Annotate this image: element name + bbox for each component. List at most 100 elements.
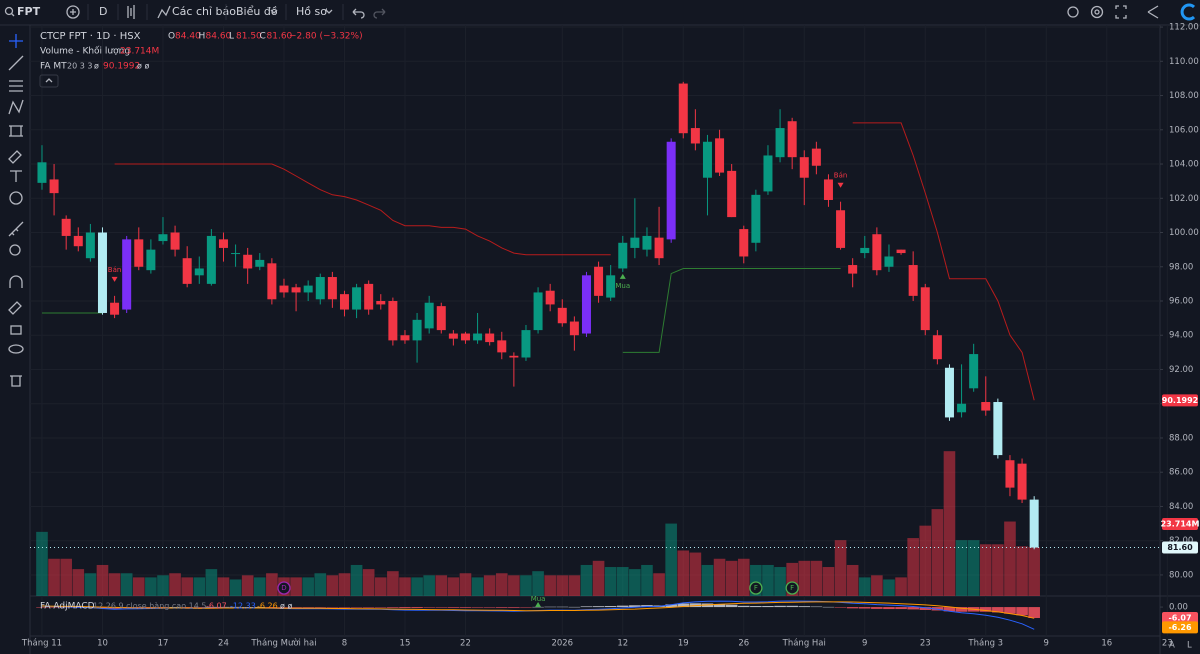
- symbol[interactable]: FPT: [17, 5, 41, 18]
- fullscreen[interactable]: [1115, 5, 1127, 19]
- macd-histogram-bar: [145, 607, 157, 608]
- candle-body: [690, 128, 700, 144]
- zoom-tool[interactable]: [9, 244, 21, 256]
- candle-body: [823, 179, 833, 200]
- add-symbol[interactable]: [66, 5, 80, 19]
- candle-body: [303, 285, 313, 293]
- fib-tool[interactable]: [9, 80, 23, 92]
- screenshot-search[interactable]: [1067, 6, 1079, 18]
- candle-body: [799, 157, 809, 178]
- candle-body: [642, 235, 652, 250]
- legend: CTCP FPT · 1D · HSX Volume - Khối lượng …: [39, 31, 363, 612]
- candle-body: [170, 232, 180, 250]
- macd-params: 12 26 9 close hàng cao 14 5: [93, 602, 206, 611]
- volume-bar: [798, 560, 811, 596]
- log-scale[interactable]: L: [1187, 641, 1192, 651]
- settings[interactable]: [1090, 5, 1104, 19]
- event-marker[interactable]: [749, 581, 763, 595]
- hide-tool[interactable]: [8, 344, 24, 354]
- top-toolbar: FPT D Các chỉ báo Biểu đồ Hồ sơ: [0, 3, 1200, 26]
- stop-tag-bg: [1162, 394, 1198, 407]
- x-tick-label: Tháng Mười hai: [250, 638, 316, 649]
- pattern-tool[interactable]: [8, 99, 24, 115]
- volume-bar: [423, 575, 435, 596]
- macd-histogram-bar: [302, 607, 314, 608]
- crosshair-tool[interactable]: [9, 34, 23, 48]
- candle-body: [194, 268, 204, 276]
- x-tick-label: 23: [1162, 639, 1173, 649]
- macd-histogram-bar: [108, 607, 121, 609]
- interval[interactable]: D: [99, 5, 107, 18]
- volume-bar: [532, 571, 544, 596]
- candle-body: [1005, 460, 1015, 488]
- stop-line-upper: [114, 122, 1035, 401]
- logo[interactable]: [1180, 3, 1196, 21]
- lock-tool[interactable]: [10, 325, 22, 335]
- macd-histogram-bar: [326, 607, 339, 608]
- collapse-icon: [45, 78, 53, 83]
- indicator-name: FA MT: [40, 62, 67, 72]
- collapse-legend[interactable]: [39, 74, 59, 88]
- chart-menu[interactable]: Biểu đồ: [236, 5, 278, 18]
- candle-body: [73, 235, 83, 247]
- candle-body: [352, 287, 362, 310]
- macd-histogram-bar: [798, 606, 811, 608]
- profile-menu[interactable]: Hồ sơ: [296, 5, 327, 18]
- chart-style[interactable]: [127, 5, 135, 19]
- auto-scale[interactable]: A: [1169, 641, 1175, 651]
- indicator-trailing: ø ø: [137, 62, 149, 71]
- candle-body: [981, 402, 991, 411]
- macd-histogram-bar: [253, 607, 266, 608]
- chart-title: CTCP FPT · 1D · HSX: [40, 31, 141, 42]
- indicator-symbol: ø: [94, 62, 99, 71]
- volume-tag-bg: [1162, 517, 1198, 530]
- macd-histogram-bar: [266, 607, 278, 608]
- candle-body: [811, 148, 821, 166]
- magnet-tool[interactable]: [9, 275, 23, 288]
- volume-bar: [701, 564, 714, 596]
- candle-body: [715, 138, 725, 173]
- candle-body: [896, 249, 906, 254]
- macd-histogram-bar: [1028, 607, 1040, 618]
- buy-label: Mua: [615, 282, 630, 290]
- delete-tool[interactable]: [10, 375, 22, 387]
- search-icon: [11, 13, 15, 17]
- text-tool[interactable]: [10, 170, 22, 182]
- candle-body: [327, 277, 337, 300]
- macd-name: FA AdjMACD: [40, 602, 95, 612]
- brush-tool[interactable]: [8, 150, 22, 164]
- redo[interactable]: [373, 8, 386, 19]
- ruler-tool[interactable]: [8, 221, 24, 237]
- volume-bar: [120, 573, 133, 596]
- candle-body: [884, 256, 894, 267]
- projection-tool[interactable]: [9, 125, 23, 137]
- macd-histogram-bar: [979, 607, 992, 612]
- macd-histogram-bar: [217, 606, 230, 608]
- volume-bar: [48, 558, 60, 596]
- grid: [30, 25, 1168, 636]
- volume-bar: [750, 564, 762, 596]
- y-tick-label: 100.00: [1169, 228, 1199, 238]
- candle-body: [702, 141, 712, 178]
- axes: A L 80.00 82.00 84.00 86.00 88.00 9 0.00 92.00 9…: [21, 23, 1200, 651]
- volume-bar: [1028, 546, 1040, 596]
- volume-bar: [338, 573, 351, 596]
- chevron: [325, 9, 333, 14]
- macd-histogram-bar: [157, 607, 169, 608]
- candle-body: [485, 333, 495, 343]
- event-marker[interactable]: [277, 581, 291, 595]
- volume-bar: [907, 538, 919, 596]
- stay-drawing-tool[interactable]: [8, 301, 22, 315]
- macd-histogram-bar: [387, 607, 399, 608]
- trend-line-tool[interactable]: [8, 55, 24, 71]
- search-icon[interactable]: [4, 6, 14, 16]
- macd-histogram-bar: [556, 606, 569, 608]
- volume-bar: [943, 451, 956, 596]
- candle-body: [775, 128, 785, 158]
- candle-body: [218, 239, 228, 248]
- indicators-button[interactable]: Các chỉ báo: [172, 5, 236, 18]
- share[interactable]: [1147, 5, 1159, 19]
- undo[interactable]: [352, 8, 365, 19]
- emoji-tool[interactable]: [9, 191, 23, 205]
- event-marker[interactable]: [785, 581, 799, 595]
